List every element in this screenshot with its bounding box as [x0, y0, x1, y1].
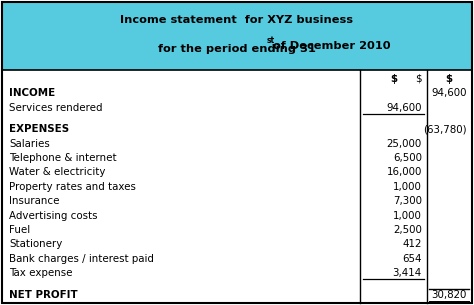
- Text: Services rendered: Services rendered: [9, 103, 103, 113]
- Text: 30,820: 30,820: [431, 290, 467, 300]
- Text: 654: 654: [402, 254, 422, 264]
- Text: $: $: [415, 74, 422, 84]
- Text: Tax expense: Tax expense: [9, 268, 73, 278]
- Text: NET PROFIT: NET PROFIT: [9, 290, 78, 300]
- Text: INCOME: INCOME: [9, 88, 56, 98]
- Text: Fuel: Fuel: [9, 225, 31, 235]
- Text: Water & electricity: Water & electricity: [9, 167, 106, 178]
- Text: 1,000: 1,000: [393, 210, 422, 221]
- Text: 7,300: 7,300: [393, 196, 422, 206]
- Text: 25,000: 25,000: [387, 139, 422, 149]
- Text: Property rates and taxes: Property rates and taxes: [9, 182, 137, 192]
- Text: of December 2010: of December 2010: [269, 41, 391, 51]
- Text: 94,600: 94,600: [431, 88, 467, 98]
- Text: EXPENSES: EXPENSES: [9, 124, 70, 134]
- Text: Salaries: Salaries: [9, 139, 50, 149]
- Bar: [2, 2, 472, 70]
- Text: Stationery: Stationery: [9, 239, 63, 249]
- Text: 16,000: 16,000: [386, 167, 422, 178]
- Text: 6,500: 6,500: [393, 153, 422, 163]
- Text: Insurance: Insurance: [9, 196, 60, 206]
- Text: Advertising costs: Advertising costs: [9, 210, 98, 221]
- Text: 3,414: 3,414: [392, 268, 422, 278]
- Text: Bank charges / interest paid: Bank charges / interest paid: [9, 254, 155, 264]
- Text: Telephone & internet: Telephone & internet: [9, 153, 117, 163]
- Text: 1,000: 1,000: [393, 182, 422, 192]
- Text: 412: 412: [402, 239, 422, 249]
- Text: for the period ending 31: for the period ending 31: [158, 44, 316, 54]
- Text: st: st: [266, 36, 274, 45]
- Text: Income statement  for XYZ business: Income statement for XYZ business: [120, 15, 354, 25]
- Text: 94,600: 94,600: [386, 103, 422, 113]
- Text: 2,500: 2,500: [393, 225, 422, 235]
- Text: $: $: [390, 74, 397, 84]
- Text: (63,780): (63,780): [423, 124, 467, 134]
- Text: $: $: [446, 74, 453, 84]
